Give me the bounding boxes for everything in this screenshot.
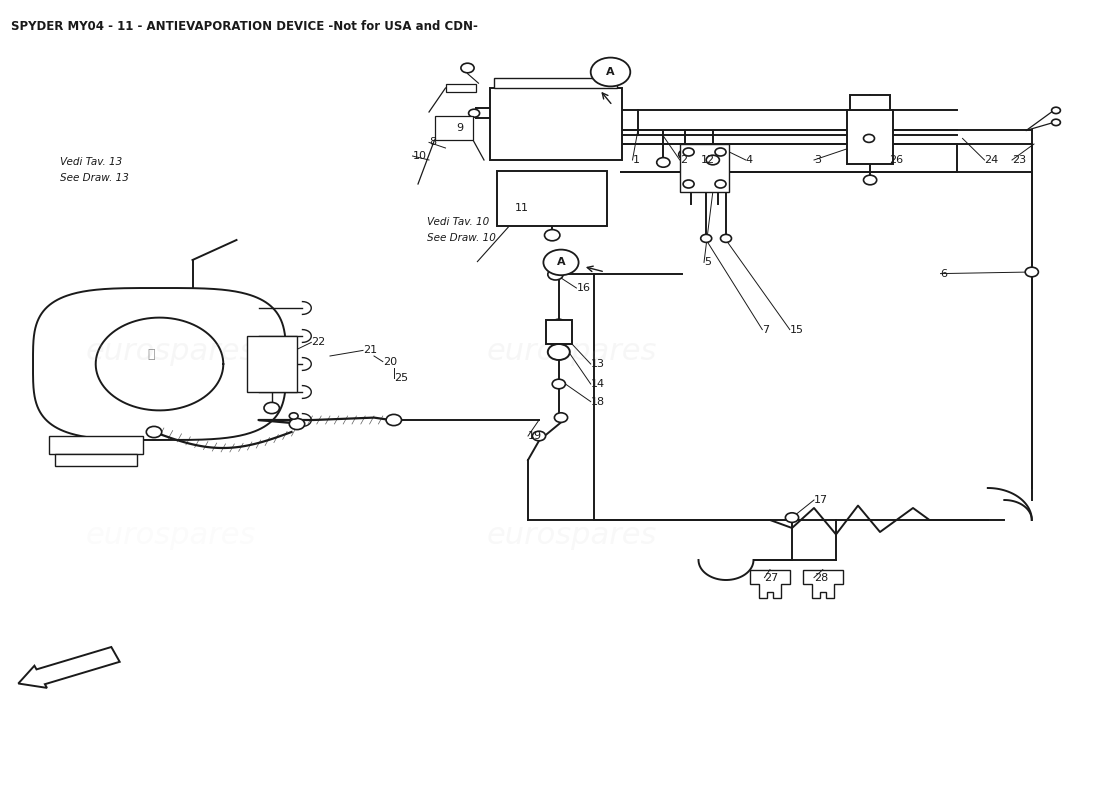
Circle shape — [461, 63, 474, 73]
Circle shape — [706, 155, 719, 165]
Bar — [446, 84, 476, 92]
Text: 11: 11 — [515, 203, 529, 213]
Circle shape — [1052, 119, 1060, 126]
Text: 2: 2 — [680, 155, 686, 165]
Text: See Draw. 10: See Draw. 10 — [427, 234, 496, 243]
Circle shape — [554, 413, 568, 422]
Circle shape — [701, 234, 712, 242]
Circle shape — [548, 344, 570, 360]
Circle shape — [1052, 107, 1060, 114]
Text: 10: 10 — [412, 151, 427, 161]
Bar — [434, 116, 473, 140]
Text: 𝒻: 𝒻 — [147, 348, 154, 361]
Circle shape — [548, 269, 563, 280]
Text: See Draw. 13: See Draw. 13 — [60, 173, 130, 182]
FancyArrow shape — [19, 647, 120, 688]
Circle shape — [715, 148, 726, 156]
Text: 20: 20 — [383, 357, 397, 366]
Text: 24: 24 — [984, 155, 999, 165]
Circle shape — [785, 513, 799, 522]
Text: 8: 8 — [429, 138, 436, 147]
Text: 18: 18 — [591, 397, 605, 406]
Text: 16: 16 — [576, 283, 591, 293]
Bar — [680, 144, 729, 192]
Text: Vedi Tav. 10: Vedi Tav. 10 — [427, 218, 490, 227]
Circle shape — [657, 158, 670, 167]
Circle shape — [679, 150, 692, 159]
Circle shape — [551, 319, 566, 330]
Text: 17: 17 — [814, 495, 828, 505]
Circle shape — [864, 175, 877, 185]
Text: 6: 6 — [940, 269, 947, 278]
Text: 13: 13 — [591, 359, 605, 369]
Circle shape — [146, 426, 162, 438]
Text: A: A — [606, 67, 615, 77]
Circle shape — [289, 418, 305, 430]
Circle shape — [532, 431, 546, 441]
Bar — [847, 110, 893, 164]
Text: eurospares: eurospares — [487, 522, 657, 550]
Text: 25: 25 — [394, 373, 408, 382]
Text: eurospares: eurospares — [487, 338, 657, 366]
Bar — [546, 320, 572, 344]
Circle shape — [264, 402, 279, 414]
Bar — [490, 88, 622, 160]
Bar — [55, 454, 138, 466]
Text: eurospares: eurospares — [86, 338, 255, 366]
Text: 26: 26 — [889, 155, 903, 165]
Text: eurospares: eurospares — [86, 522, 255, 550]
Circle shape — [386, 414, 402, 426]
Text: 28: 28 — [814, 573, 828, 582]
Text: 22: 22 — [311, 338, 326, 347]
Text: 1: 1 — [632, 155, 639, 165]
Text: 5: 5 — [704, 258, 711, 267]
Circle shape — [1025, 267, 1038, 277]
Circle shape — [591, 58, 630, 86]
Circle shape — [289, 413, 298, 419]
Text: A: A — [557, 258, 565, 267]
Text: 19: 19 — [528, 431, 542, 441]
Text: 12: 12 — [701, 155, 715, 165]
Text: 7: 7 — [762, 325, 769, 334]
Text: SPYDER MY04 - 11 - ANTIEVAPORATION DEVICE -Not for USA and CDN-: SPYDER MY04 - 11 - ANTIEVAPORATION DEVIC… — [11, 20, 477, 33]
Circle shape — [552, 379, 565, 389]
Circle shape — [544, 230, 560, 241]
Bar — [850, 95, 890, 110]
Circle shape — [683, 180, 694, 188]
Circle shape — [864, 134, 874, 142]
Circle shape — [720, 234, 732, 242]
Text: 14: 14 — [591, 379, 605, 389]
Text: Vedi Tav. 13: Vedi Tav. 13 — [60, 157, 123, 166]
Bar — [248, 336, 297, 392]
Circle shape — [683, 148, 694, 156]
Text: 27: 27 — [764, 573, 779, 582]
Circle shape — [715, 180, 726, 188]
Text: 23: 23 — [1012, 155, 1026, 165]
Text: 15: 15 — [790, 325, 804, 334]
Text: 9: 9 — [456, 123, 463, 133]
Bar — [497, 171, 607, 226]
Text: 3: 3 — [814, 155, 821, 165]
Text: 21: 21 — [363, 346, 377, 355]
Text: 4: 4 — [746, 155, 752, 165]
Bar — [50, 436, 143, 454]
Bar — [494, 78, 617, 88]
Circle shape — [543, 250, 579, 275]
Circle shape — [469, 109, 480, 117]
